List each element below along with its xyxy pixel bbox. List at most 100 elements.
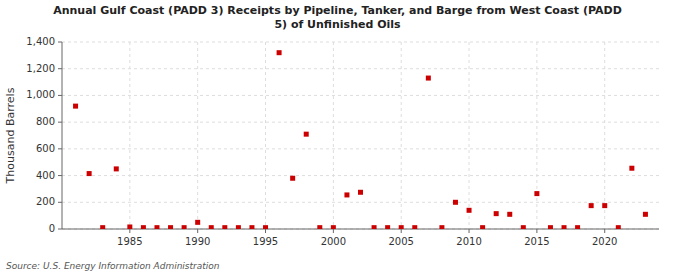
x-tick: [129, 229, 130, 233]
point: [263, 225, 268, 229]
point: [249, 225, 254, 229]
point: [209, 225, 214, 229]
point: [399, 225, 404, 229]
y-tick-label: 400: [36, 170, 55, 181]
y-tick-label: 1,000: [26, 89, 55, 100]
point: [480, 225, 485, 229]
point: [222, 225, 227, 229]
y-grid-line: [62, 95, 659, 96]
point: [195, 220, 200, 225]
point: [589, 203, 594, 208]
point: [344, 192, 349, 197]
chart: 0 200 400 600 800 1,000 1,200 1,400 1985 1990 1995…: [0, 0, 675, 275]
y-grid-line: [62, 122, 659, 123]
point: [426, 76, 431, 81]
x-tick: [197, 229, 198, 233]
x-tick-label: 1985: [117, 236, 142, 247]
y-grid-line: [62, 202, 659, 203]
y-tick-label: 600: [36, 143, 55, 154]
y-tick-label: 800: [36, 116, 55, 127]
point: [467, 208, 472, 213]
point: [236, 225, 241, 229]
point: [304, 132, 309, 137]
y-tick: [58, 95, 62, 96]
point: [602, 203, 607, 208]
y-tick: [58, 122, 62, 123]
y-tick: [58, 175, 62, 176]
point: [100, 225, 105, 229]
point: [521, 225, 526, 229]
point: [127, 224, 132, 229]
x-grid-line: [604, 42, 605, 229]
x-tick: [265, 229, 266, 233]
point: [114, 166, 119, 171]
point: [453, 200, 458, 205]
x-tick: [469, 229, 470, 233]
point: [385, 225, 390, 229]
point: [548, 225, 553, 229]
point: [629, 166, 634, 171]
x-tick-label: 2015: [524, 236, 549, 247]
axes: 0 200 400 600 800 1,000 1,200 1,400 1985 1990 1995…: [26, 36, 659, 247]
x-tick: [604, 229, 605, 233]
grid: [62, 42, 659, 229]
y-grid-line: [62, 42, 659, 43]
source-note: Source: U.S. Energy Information Administ…: [6, 261, 220, 271]
x-tick: [536, 229, 537, 233]
x-axis-line: [62, 229, 659, 230]
x-grid-line: [333, 42, 334, 229]
y-axis-label: Thousand Barrels: [4, 87, 17, 184]
y-axis-line: [62, 42, 63, 229]
y-tick: [58, 202, 62, 203]
point: [534, 191, 539, 196]
y-tick: [58, 68, 62, 69]
y-tick-label: 1,200: [26, 63, 55, 74]
point: [358, 190, 363, 195]
y-grid-line: [62, 229, 659, 230]
point: [168, 225, 173, 229]
point: [643, 212, 648, 217]
point: [141, 225, 146, 229]
y-grid-line: [62, 148, 659, 149]
point: [562, 225, 567, 229]
point: [616, 225, 621, 229]
x-tick-label: 1995: [253, 236, 278, 247]
point: [317, 225, 322, 229]
x-tick-label: 1990: [185, 236, 210, 247]
point: [331, 225, 336, 229]
points: [73, 50, 648, 229]
x-tick-label: 2010: [456, 236, 481, 247]
x-tick-label: 2005: [388, 236, 413, 247]
point: [154, 225, 159, 229]
y-tick-label: 1,400: [26, 36, 55, 47]
point: [494, 211, 499, 216]
x-grid-line: [469, 42, 470, 229]
x-tick-label: 2000: [321, 236, 346, 247]
y-grid-line: [62, 175, 659, 176]
y-tick-label: 200: [36, 196, 55, 207]
point: [277, 50, 282, 55]
point: [439, 225, 444, 229]
x-tick-label: 2020: [592, 236, 617, 247]
point: [182, 225, 187, 229]
point: [575, 225, 580, 229]
point: [412, 225, 417, 229]
x-grid-line: [536, 42, 537, 229]
point: [372, 225, 377, 229]
y-tick-label: 0: [49, 223, 55, 234]
y-tick: [58, 148, 62, 149]
x-grid-line: [401, 42, 402, 229]
point: [73, 104, 78, 109]
point: [290, 176, 295, 181]
x-tick: [333, 229, 334, 233]
y-tick: [58, 229, 62, 230]
x-grid-line: [265, 42, 266, 229]
point: [507, 212, 512, 217]
y-grid-line: [62, 68, 659, 69]
y-tick: [58, 42, 62, 43]
point: [87, 171, 92, 176]
title: Annual Gulf Coast (PADD 3) Receipts by P…: [53, 4, 622, 31]
x-grid-line: [129, 42, 130, 229]
x-tick: [401, 229, 402, 233]
x-grid-line: [197, 42, 198, 229]
